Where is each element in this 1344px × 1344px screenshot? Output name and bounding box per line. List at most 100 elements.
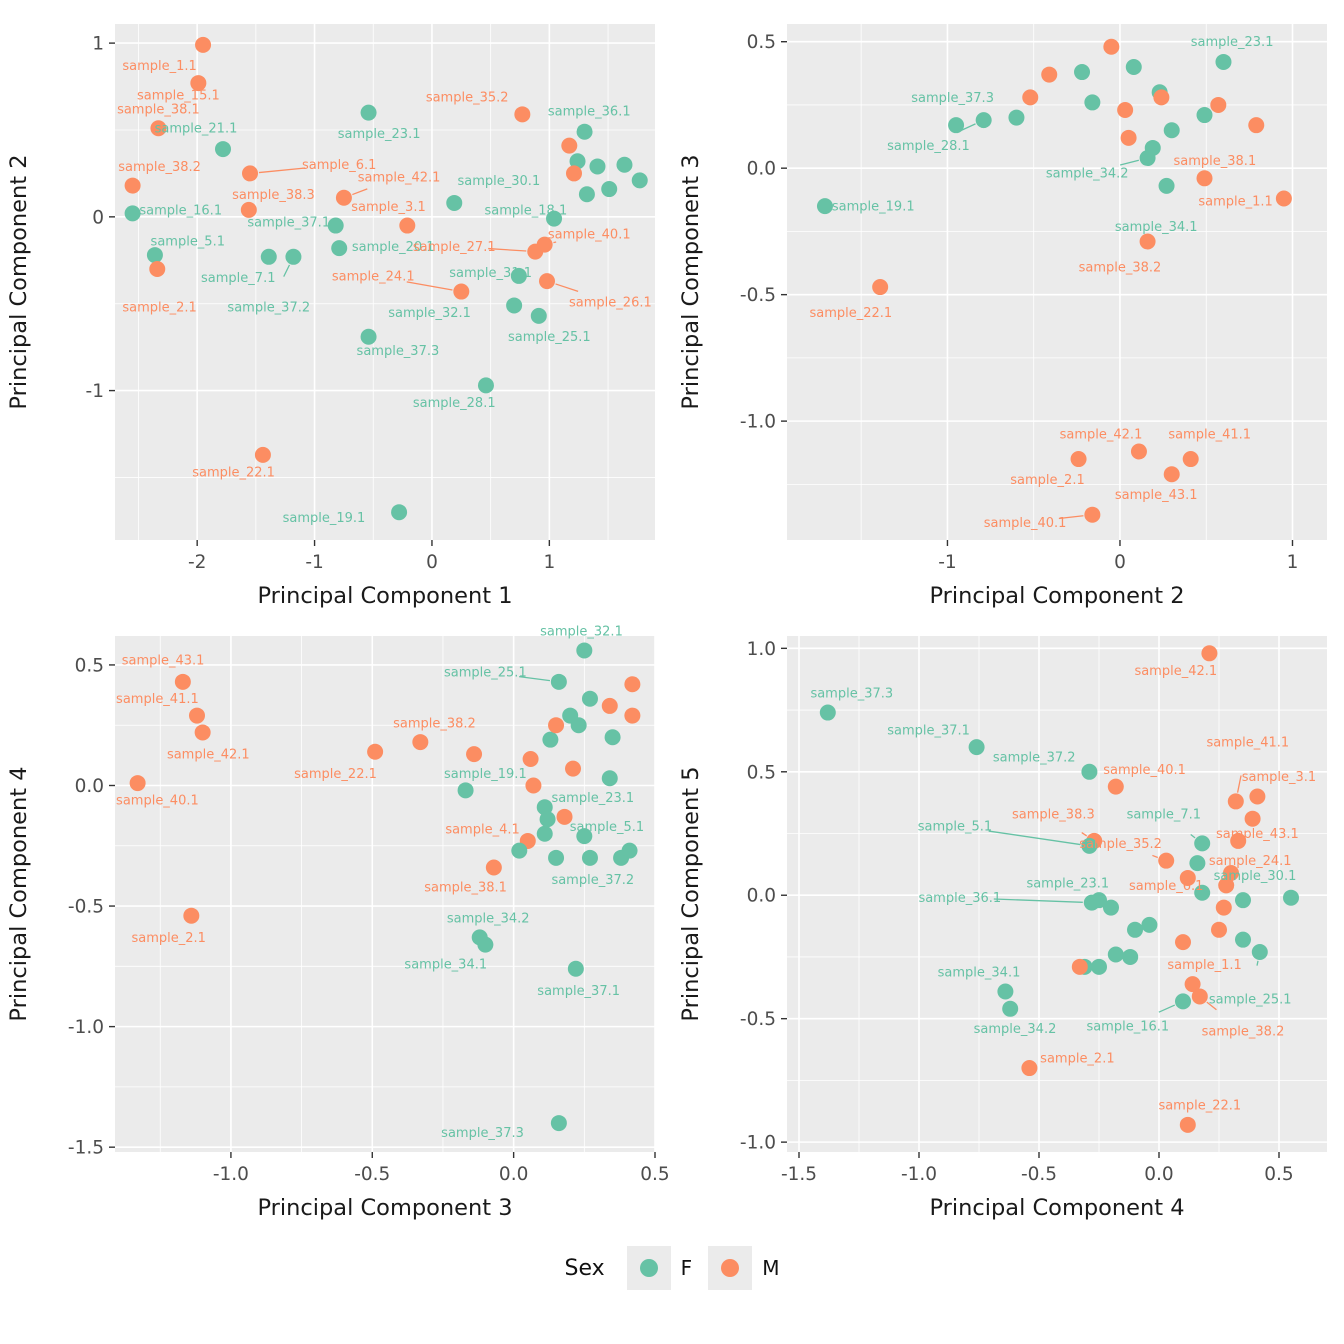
panel-cell-pc1-pc2: -2 -1 0 1 -1 0 1 Principal Component 1 Principal…	[0, 0, 672, 612]
point-label: sample_37.2	[993, 750, 1076, 765]
data-point	[578, 186, 595, 203]
data-point	[576, 642, 593, 659]
point-label: sample_38.1	[117, 103, 200, 118]
data-point	[190, 75, 207, 92]
data-point	[477, 936, 494, 953]
label-leader-line	[1236, 775, 1242, 793]
data-point	[1223, 865, 1239, 882]
point-label: sample_38.3	[232, 188, 315, 203]
data-point	[539, 273, 555, 290]
point-label: sample_7.1	[201, 271, 275, 286]
data-point	[550, 673, 567, 690]
data-point	[367, 743, 384, 760]
point-label: sample_25.1	[508, 330, 591, 345]
label-leader-line	[1058, 515, 1084, 520]
x-axis-title: Principal Component 3	[257, 1195, 512, 1221]
data-point	[1235, 931, 1251, 948]
data-point	[576, 828, 593, 845]
plot-panel-background	[787, 24, 1327, 540]
panel-cell-pc2-pc3: -1 0 1 -1.0 -0.5 0.0 0.5 Principal Component 2 P…	[672, 0, 1344, 612]
data-point	[1249, 788, 1266, 805]
data-point	[542, 731, 559, 748]
y-axis-title: Principal Component 4	[6, 766, 32, 1021]
x-tick-label: 0.5	[640, 1164, 669, 1185]
data-point	[174, 673, 191, 690]
point-label: sample_22.1	[809, 306, 892, 321]
data-point	[1244, 810, 1261, 827]
data-point	[1122, 948, 1139, 965]
legend-dot-m	[721, 1259, 740, 1277]
data-point	[624, 676, 641, 693]
data-point	[1175, 993, 1191, 1010]
point-label: sample_18.1	[485, 203, 568, 218]
legend-label-f: F	[680, 1256, 693, 1280]
x-tick-label: -1.0	[901, 1164, 937, 1185]
point-label: sample_22.1	[294, 767, 377, 782]
point-label: sample_2.1	[122, 301, 196, 316]
data-point	[1071, 958, 1088, 975]
point-label: sample_1.1	[1167, 958, 1241, 973]
data-point	[1191, 988, 1208, 1005]
data-point	[1196, 170, 1213, 187]
data-point	[522, 750, 539, 767]
label-leader-line	[988, 830, 1081, 846]
point-label: sample_42.1	[167, 748, 250, 763]
point-label: sample_37.3	[357, 344, 440, 359]
data-point	[1196, 107, 1213, 124]
data-point	[968, 739, 985, 756]
data-point	[1158, 177, 1175, 194]
point-label: sample_23.1	[551, 791, 634, 806]
data-point	[1141, 916, 1158, 933]
data-point	[566, 165, 582, 182]
point-label: sample_41.1	[1168, 427, 1251, 442]
data-point	[1002, 1000, 1019, 1017]
data-point	[1117, 102, 1134, 118]
point-label: sample_5.1	[570, 820, 644, 835]
data-point	[510, 267, 527, 284]
point-label: sample_23.1	[1026, 876, 1109, 891]
point-label: sample_16.1	[1086, 1020, 1169, 1035]
x-axis-title: Principal Component 4	[929, 1195, 1184, 1221]
point-label: sample_40.1	[116, 793, 199, 808]
data-point	[1227, 793, 1244, 810]
data-point	[183, 907, 200, 924]
legend-title: Sex	[564, 1255, 605, 1281]
y-tick-label: 0.5	[75, 655, 104, 676]
data-point	[1081, 837, 1098, 854]
data-point	[391, 504, 408, 521]
y-axis-title: Principal Component 2	[6, 154, 32, 409]
data-point	[1182, 451, 1199, 468]
point-label: sample_22.1	[192, 466, 275, 481]
data-point	[536, 799, 553, 816]
data-point	[872, 279, 889, 296]
data-point	[536, 825, 553, 842]
data-point	[1120, 129, 1137, 146]
y-tick-label: -1.0	[740, 1133, 776, 1154]
data-point	[1230, 832, 1247, 849]
point-label: sample_38.2	[1079, 260, 1162, 275]
data-point	[997, 983, 1014, 1000]
point-label: sample_38.2	[393, 716, 476, 731]
y-tick-label: 0.0	[747, 159, 776, 180]
panel-grid: -2 -1 0 1 -1 0 1 Principal Component 1 Principal…	[0, 0, 1344, 1221]
data-point	[819, 704, 836, 721]
data-point	[546, 210, 563, 227]
y-tick-label: -1.0	[740, 412, 776, 433]
y-axis-title: Principal Component 5	[678, 766, 704, 1021]
data-point	[360, 328, 377, 345]
point-label: sample_35.2	[426, 90, 509, 105]
data-point	[1127, 921, 1143, 938]
legend: Sex F M	[0, 1246, 1344, 1290]
legend-item-m: M	[708, 1246, 779, 1290]
data-point	[1194, 835, 1211, 852]
data-point	[1084, 94, 1101, 111]
data-point	[254, 446, 271, 463]
point-label: sample_38.1	[1174, 154, 1257, 169]
data-point	[335, 189, 352, 206]
point-label: sample_19.1	[832, 200, 915, 215]
data-point	[446, 194, 463, 211]
data-point	[1210, 96, 1227, 113]
y-tick-label: -1	[86, 381, 104, 402]
label-leader-line	[406, 281, 453, 291]
y-tick-label: 0.5	[747, 762, 776, 783]
